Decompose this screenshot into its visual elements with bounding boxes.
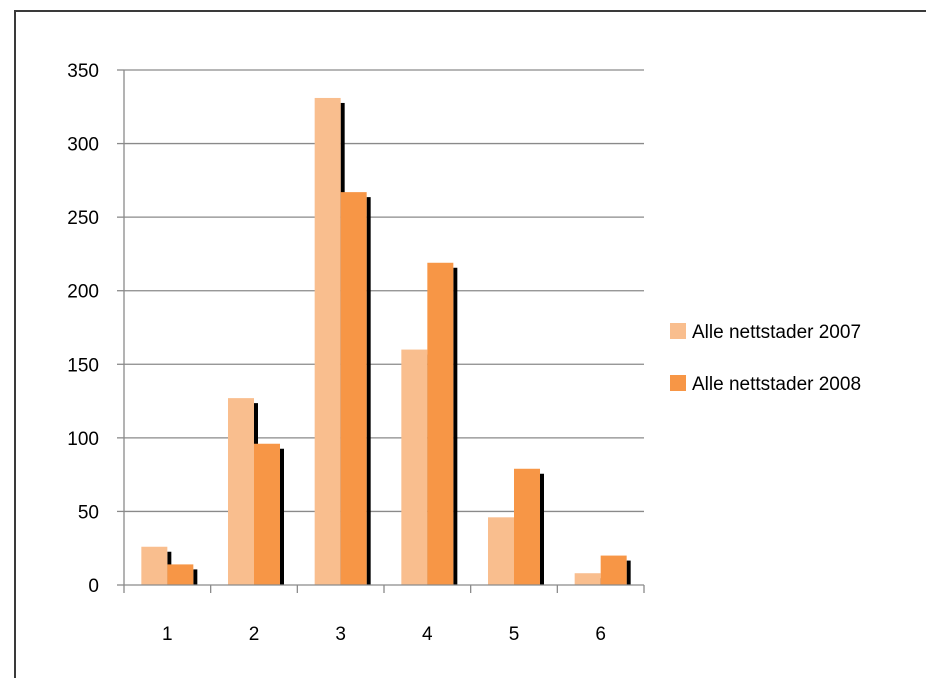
x-tick-label: 5 xyxy=(509,624,520,645)
legend: Alle nettstader 2007 Alle nettstader 2008 xyxy=(670,322,861,395)
bar-2008-cat-5 xyxy=(514,468,540,585)
axes xyxy=(123,70,645,593)
bar-shadow xyxy=(453,267,458,585)
bar-2007-cat-1 xyxy=(141,546,168,585)
bar-2008-cat-1 xyxy=(167,564,194,585)
bars xyxy=(141,97,631,585)
x-tick-label: 2 xyxy=(249,624,260,645)
y-tick-label: 300 xyxy=(67,135,99,156)
y-tick-label: 50 xyxy=(78,502,99,523)
bar-shadow xyxy=(193,569,198,585)
x-tick-label: 3 xyxy=(335,624,346,645)
y-tick-label: 100 xyxy=(67,429,99,450)
x-tick-label: 4 xyxy=(422,624,433,645)
bar-2008-cat-3 xyxy=(340,192,367,585)
legend-label: Alle nettstader 2007 xyxy=(692,322,861,343)
y-axis-tick-labels: 0 50 100 150 200 250 300 350 xyxy=(67,61,99,597)
legend-swatch xyxy=(670,375,686,391)
x-tick-label: 1 xyxy=(162,624,173,645)
bar-2008-cat-2 xyxy=(254,443,280,585)
bar-2008-cat-6 xyxy=(600,555,627,585)
bar-2007-cat-6 xyxy=(574,573,601,585)
bar-2007-cat-2 xyxy=(228,398,254,585)
bar-2007-cat-5 xyxy=(488,517,514,585)
bar-shadow xyxy=(626,560,631,585)
x-axis-tick-labels: 1 2 3 4 5 6 xyxy=(162,624,606,645)
y-tick-label: 250 xyxy=(67,208,99,229)
bar-shadow xyxy=(366,197,371,585)
gridlines xyxy=(117,69,644,586)
bar-2007-cat-3 xyxy=(314,97,341,585)
bar-2007-cat-4 xyxy=(401,349,428,585)
legend-swatch xyxy=(670,323,686,339)
bar-shadow xyxy=(540,473,544,585)
legend-label: Alle nettstader 2008 xyxy=(692,374,861,395)
x-tick-label: 6 xyxy=(595,624,606,645)
y-tick-label: 200 xyxy=(67,282,99,303)
y-tick-label: 350 xyxy=(67,61,99,82)
y-tick-label: 150 xyxy=(67,355,99,376)
y-tick-label: 0 xyxy=(88,576,99,597)
bar-2008-cat-4 xyxy=(427,262,454,585)
bar-shadow xyxy=(280,448,284,585)
